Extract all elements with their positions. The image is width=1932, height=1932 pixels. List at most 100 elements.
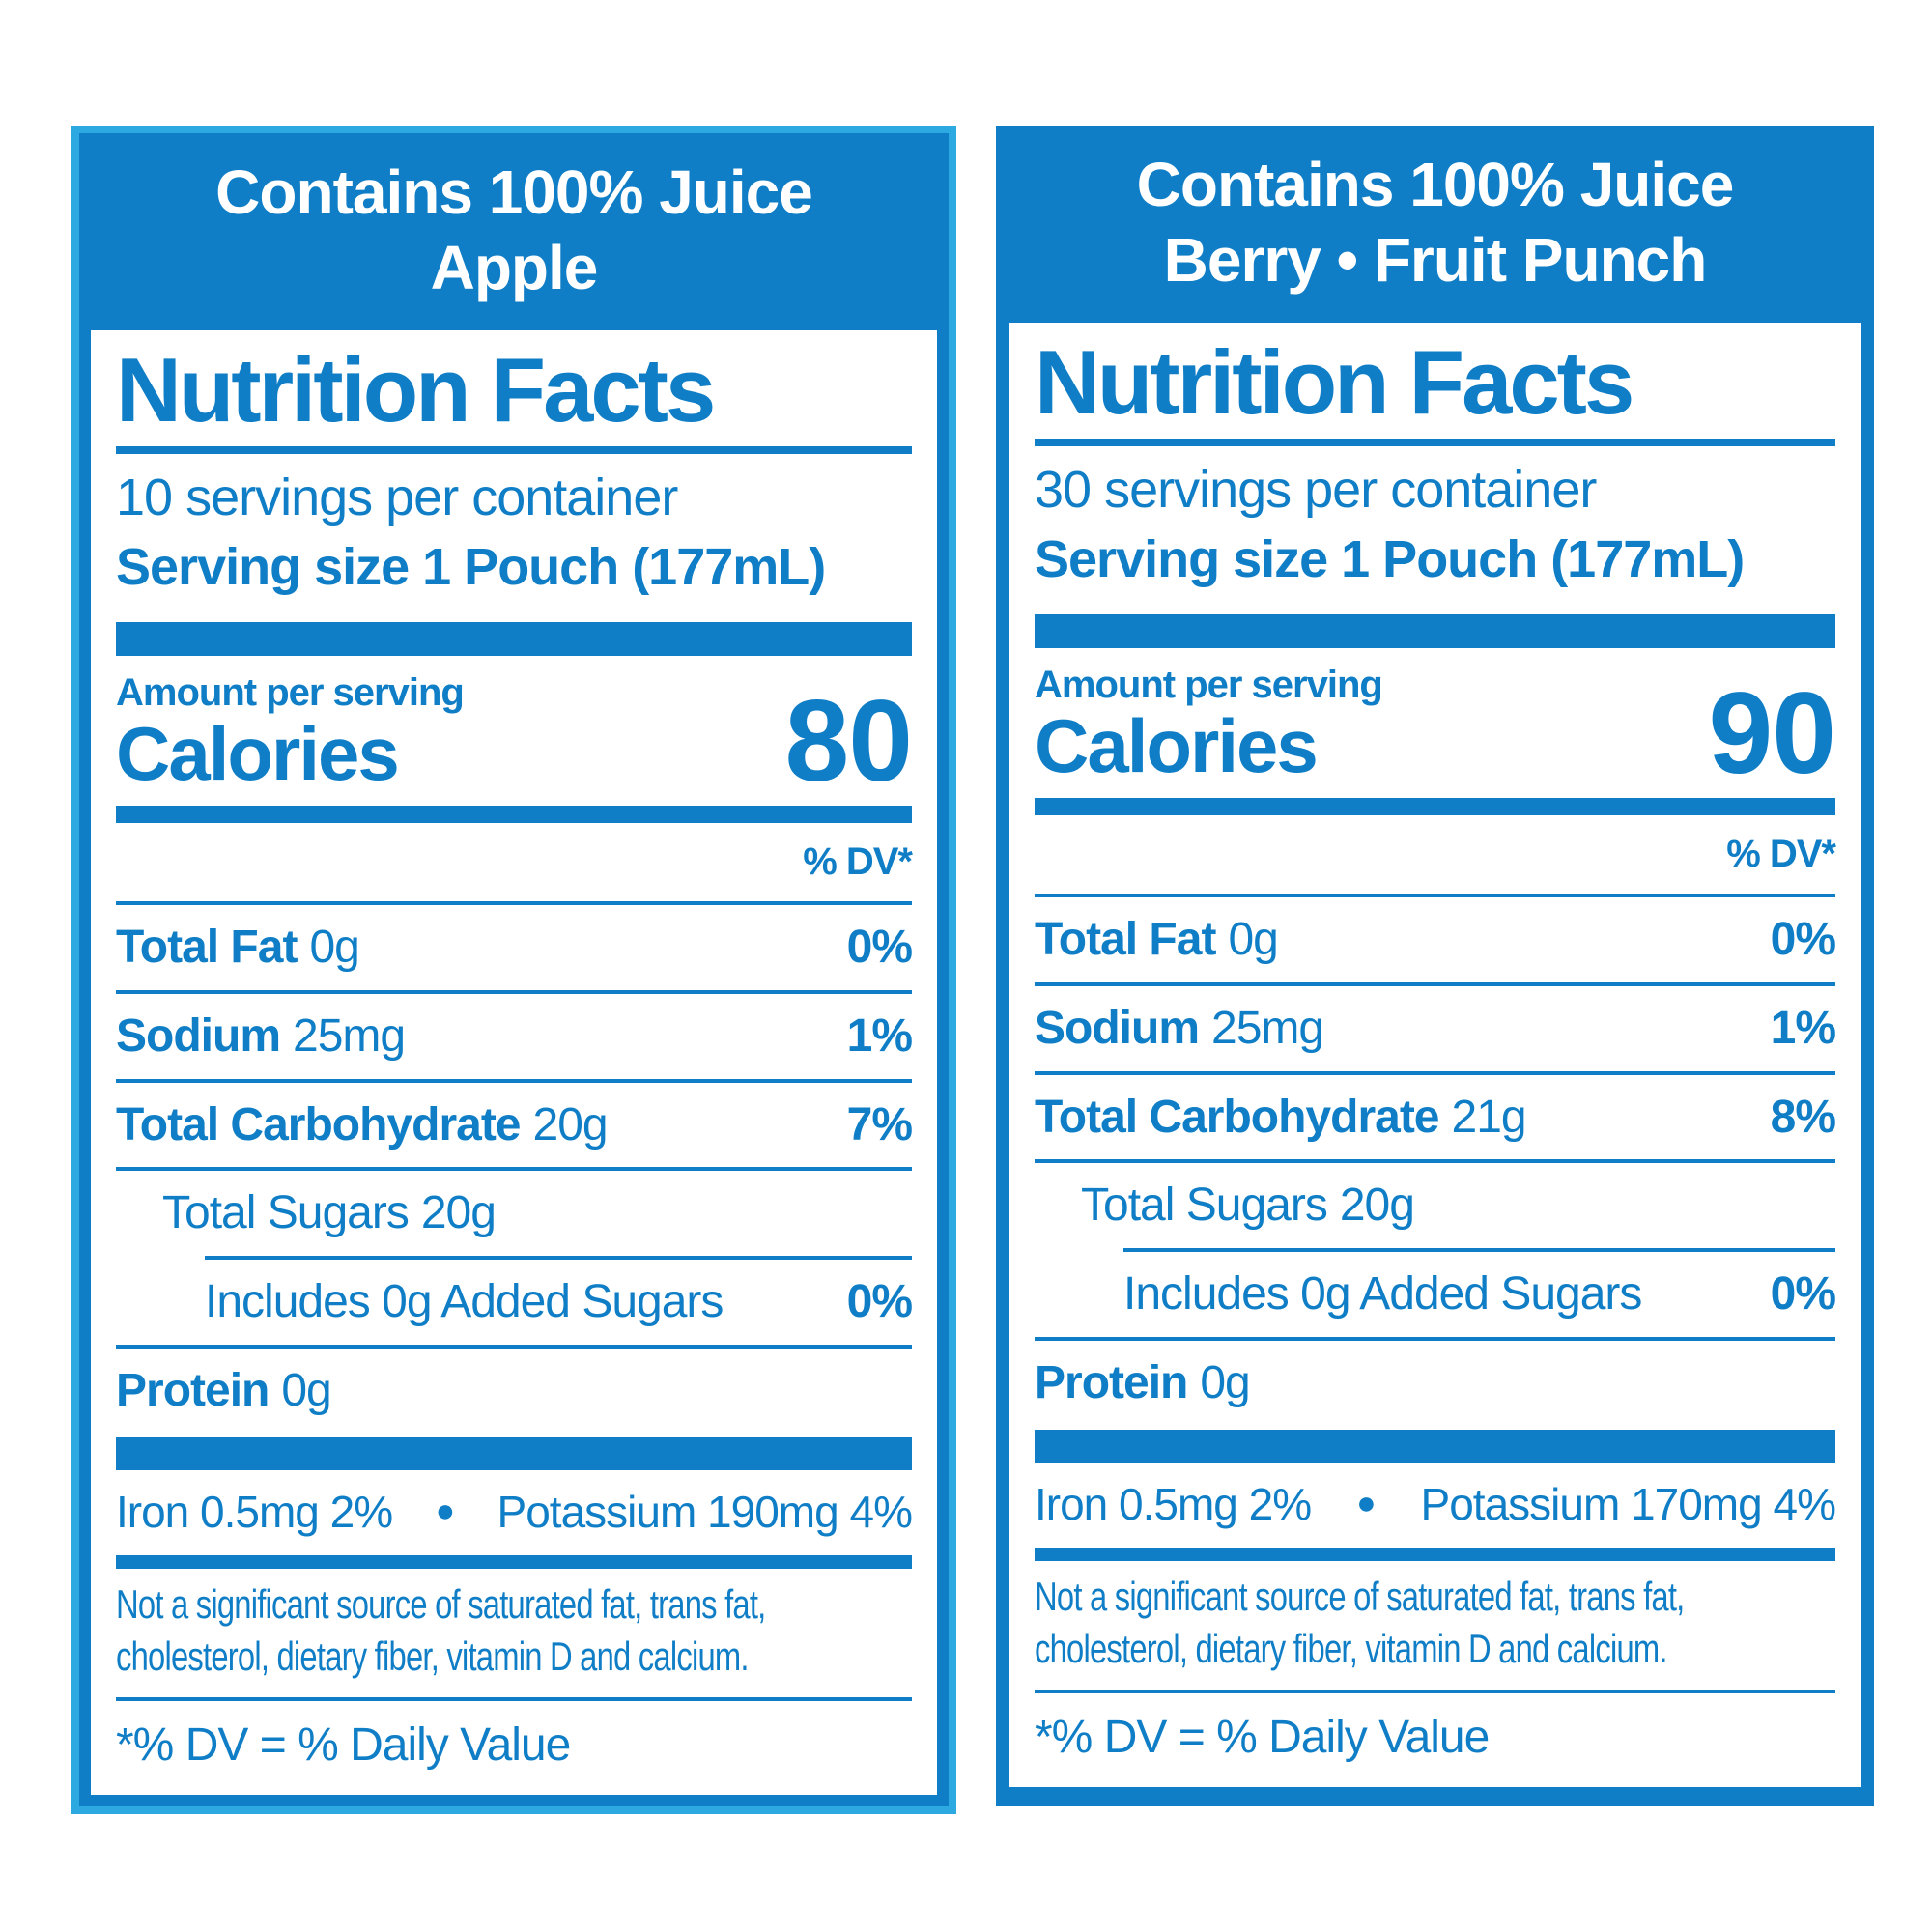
nutrient-name: Protein	[1035, 1356, 1188, 1408]
nutrient-row-protein: Protein 0g	[116, 1344, 912, 1434]
nutrient-name-amount: Sodium 25mg	[1035, 1002, 1324, 1055]
daily-value-header: % DV*	[116, 823, 913, 906]
nutrient-dv: 1%	[846, 1009, 913, 1062]
iron-value: Iron 0.5mg 2%	[116, 1486, 393, 1537]
nutrient-row-added-sugars: Includes 0g Added Sugars 0%	[116, 1260, 913, 1345]
calories-value: 80	[784, 675, 913, 806]
nutrient-name-amount: Total Fat 0g	[1035, 914, 1279, 966]
nutrient-name-amount: Includes 0g Added Sugars	[205, 1276, 724, 1328]
nutrient-dv: 0%	[846, 922, 913, 974]
servings-per-container: 10 servings per container	[116, 469, 678, 527]
nutrient-name-amount: Total Carbohydrate 21g	[1035, 1091, 1527, 1144]
nutrient-dv: 1%	[1770, 1002, 1836, 1054]
divider-bar	[1035, 1547, 1835, 1561]
amount-per-serving-label: Amount per serving	[116, 671, 465, 715]
nutrition-label-apple: Contains 100% Juice Apple Nutrition Fact…	[71, 126, 956, 1814]
footnote-line2: cholesterol, dietary fiber, vitamin D an…	[116, 1634, 750, 1680]
nutrient-row-total-fat: Total Fat 0g 0%	[1035, 897, 1836, 982]
nutrient-name: Includes 0g Added Sugars	[1123, 1268, 1642, 1321]
calories-left-column: Amount per serving Calories	[1035, 664, 1383, 789]
minerals-row: Iron 0.5mg 2% ● Potassium 190mg 4%	[116, 1470, 913, 1555]
nutrient-row-total-fat: Total Fat 0g 0%	[116, 905, 913, 990]
nutrient-amount: 20g	[420, 1187, 497, 1239]
rule	[1035, 1689, 1835, 1693]
amount-per-serving-label: Amount per serving	[1035, 664, 1383, 707]
footnote: Not a significant source of saturated fa…	[1035, 1571, 1685, 1676]
nutrient-name-amount: Total Sugars 20g	[1081, 1179, 1415, 1232]
nutrient-name: Includes 0g Added Sugars	[205, 1276, 724, 1328]
label-frame: Contains 100% Juice Berry • Fruit Punch …	[996, 126, 1874, 1806]
nutrient-dv: 0%	[1770, 1268, 1836, 1321]
nutrient-amount: 0g	[1228, 914, 1278, 966]
nutrient-name: Sodium	[116, 1009, 281, 1062]
nutrient-name-amount: Sodium 25mg	[116, 1009, 406, 1063]
nutrition-label-berry-fruit-punch: Contains 100% Juice Berry • Fruit Punch …	[996, 126, 1874, 1806]
nutrient-name-amount: Includes 0g Added Sugars	[1123, 1268, 1642, 1321]
minerals-row: Iron 0.5mg 2% ● Potassium 170mg 4%	[1035, 1463, 1836, 1548]
nutrient-amount: 21g	[1451, 1091, 1527, 1143]
rule	[116, 1696, 912, 1701]
potassium-value: Potassium 170mg 4%	[1420, 1478, 1836, 1529]
calories-label: Calories	[1035, 703, 1319, 789]
label-content: Nutrition Facts 10 servings per containe…	[91, 344, 937, 1795]
label-header: Contains 100% Juice Berry • Fruit Punch	[1009, 126, 1861, 324]
indented-rule	[1123, 1248, 1835, 1253]
header-line2-flavor: Apple	[430, 233, 599, 303]
nutrient-row-protein: Protein 0g	[1035, 1336, 1835, 1426]
nutrient-name: Protein	[116, 1364, 270, 1416]
divider-bar	[116, 806, 912, 824]
nutrient-row-total-carbohydrate: Total Carbohydrate 20g 7%	[116, 1078, 913, 1168]
separator-dot-icon: ●	[1356, 1485, 1377, 1522]
daily-value-header: % DV*	[1035, 815, 1836, 898]
calories-left-column: Amount per serving Calories	[116, 671, 465, 797]
calories-section: Amount per serving Calories 90	[1035, 664, 1836, 791]
nutrient-amount: 20g	[532, 1098, 609, 1151]
nutrient-name-amount: Total Carbohydrate 20g	[116, 1098, 609, 1151]
nutrient-name-amount: Protein 0g	[1035, 1356, 1251, 1409]
daily-value-note: *% DV = % Daily Value	[1035, 1711, 1490, 1763]
nutrient-row-added-sugars: Includes 0g Added Sugars 0%	[1035, 1252, 1836, 1337]
nutrient-name-amount: Total Fat 0g	[116, 922, 360, 974]
serving-size: Serving size 1 Pouch (177mL)	[116, 538, 826, 597]
nutrient-name: Total Carbohydrate	[1035, 1091, 1439, 1143]
nutrient-dv: 7%	[846, 1098, 913, 1151]
servings-per-container: 30 servings per container	[1035, 461, 1597, 520]
serving-size: Serving size 1 Pouch (177mL)	[1035, 530, 1745, 589]
footnote-line1: Not a significant source of saturated fa…	[116, 1580, 766, 1627]
calories-label: Calories	[116, 711, 400, 797]
divider-bar	[1035, 1429, 1835, 1463]
divider-bar	[1035, 798, 1835, 816]
nutrient-name: Total Fat	[116, 922, 298, 974]
divider-bar	[116, 622, 912, 657]
header-line2-flavor: Berry • Fruit Punch	[1163, 225, 1708, 296]
nutrient-row-sodium: Sodium 25mg 1%	[1035, 981, 1836, 1071]
nutrient-dv: 0%	[1770, 914, 1836, 966]
nutrient-name: Total Carbohydrate	[116, 1098, 521, 1151]
iron-value: Iron 0.5mg 2%	[1035, 1478, 1312, 1529]
indented-rule	[205, 1256, 912, 1261]
header-line1: Contains 100% Juice	[1136, 150, 1735, 219]
header-line1: Contains 100% Juice	[215, 157, 813, 227]
divider-bar	[1035, 614, 1835, 649]
nutrient-amount: 20g	[1339, 1179, 1415, 1232]
nutrient-amount: 0g	[281, 1364, 331, 1416]
nutrient-name: Total Fat	[1035, 914, 1216, 966]
potassium-value: Potassium 190mg 4%	[497, 1486, 913, 1537]
nutrient-amount: 0g	[309, 922, 359, 974]
nutrient-amount: 0g	[1200, 1356, 1250, 1408]
nutrient-dv: 8%	[1770, 1091, 1836, 1143]
nutrient-name: Total Sugars	[1081, 1179, 1328, 1232]
nutrient-row-total-sugars: Total Sugars 20g	[1035, 1159, 1835, 1248]
label-frame: Contains 100% Juice Apple Nutrition Fact…	[79, 133, 949, 1806]
nutrient-name-amount: Total Sugars 20g	[162, 1187, 497, 1239]
footnote: Not a significant source of saturated fa…	[116, 1578, 766, 1684]
nutrient-row-total-carbohydrate: Total Carbohydrate 21g 8%	[1035, 1070, 1836, 1160]
nutrient-name: Sodium	[1035, 1002, 1200, 1054]
nutrient-row-sodium: Sodium 25mg 1%	[116, 989, 913, 1079]
nutrient-amount: 25mg	[1211, 1002, 1324, 1054]
footnote-line1: Not a significant source of saturated fa…	[1035, 1573, 1685, 1619]
divider-bar	[116, 1436, 912, 1470]
nutrition-facts-title: Nutrition Facts	[116, 344, 912, 455]
daily-value-note: *% DV = % Daily Value	[116, 1719, 571, 1771]
separator-dot-icon: ●	[435, 1492, 456, 1530]
